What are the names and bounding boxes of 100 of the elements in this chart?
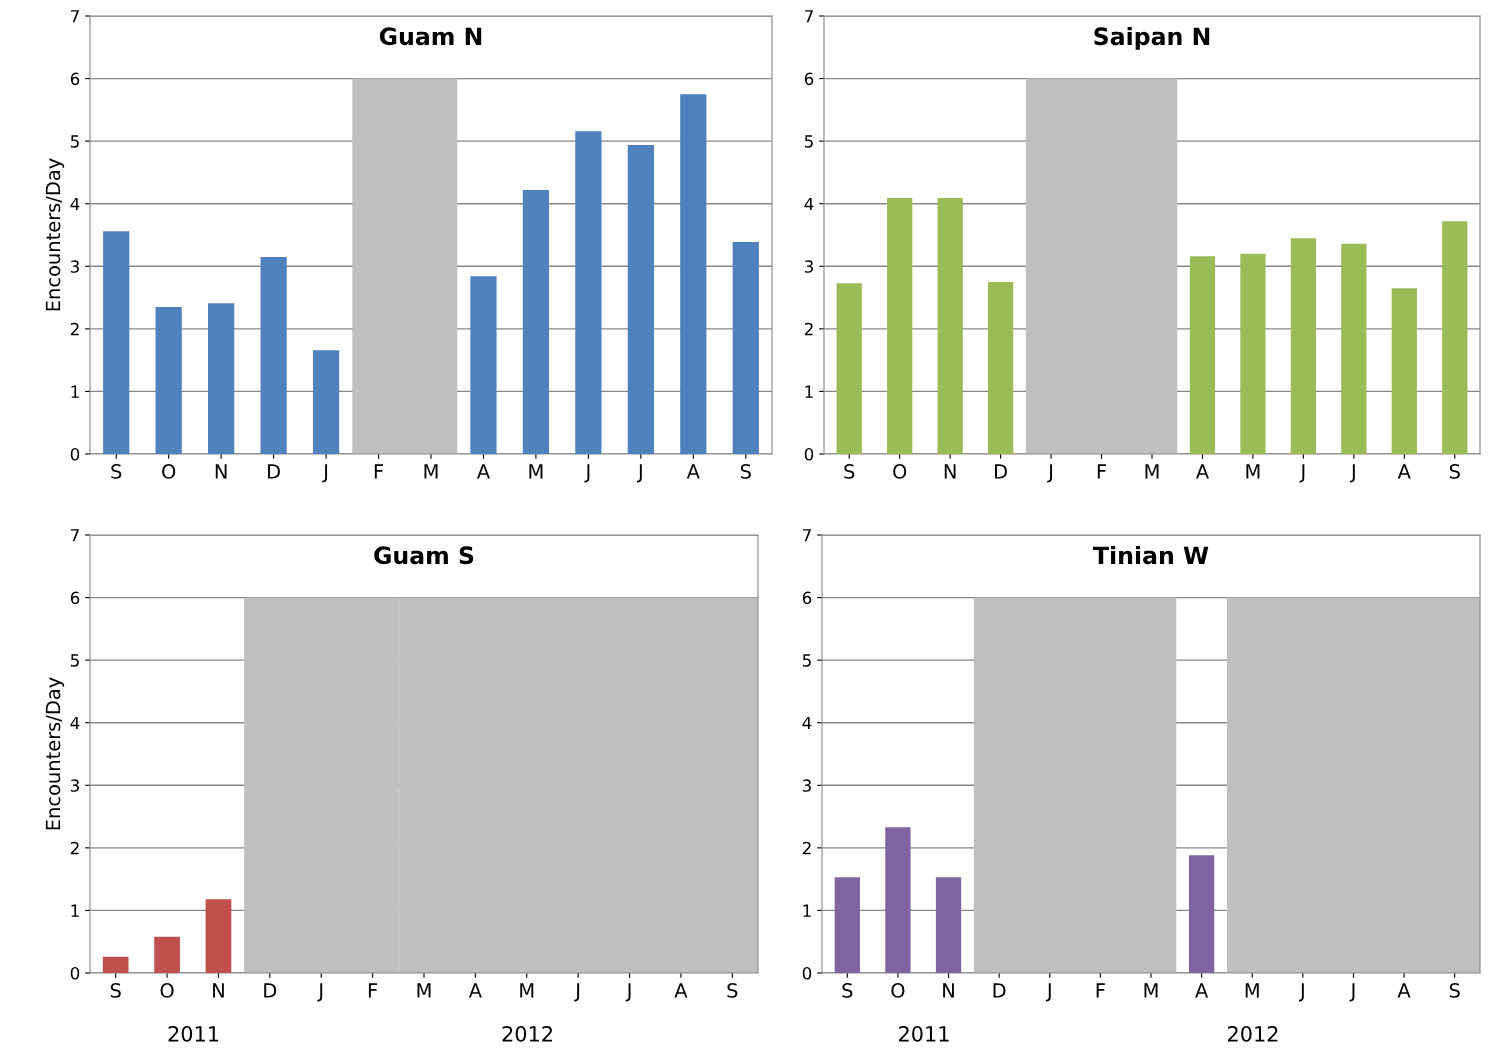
bar (988, 281, 1014, 454)
x-tick-label: J (1349, 464, 1355, 483)
bar (102, 956, 129, 973)
x-tick-label: D (268, 464, 280, 479)
bar (522, 189, 550, 454)
x-tick-label: F (1097, 464, 1106, 479)
x-tick-label: J (1047, 464, 1053, 483)
y-tick-label: 5 (70, 135, 79, 148)
bar (155, 306, 182, 454)
bar (1188, 855, 1215, 973)
bar (885, 827, 911, 973)
x-tick-label: S (844, 464, 855, 479)
bar (1290, 238, 1316, 454)
x-tick-label: M (424, 464, 438, 479)
y-tick-label: 6 (804, 72, 814, 86)
chart-title: Tinian W (1093, 545, 1209, 565)
y-tick-label: 0 (70, 966, 80, 980)
x-tick-label: A (1397, 983, 1411, 998)
x-tick-label: M (1245, 983, 1259, 998)
text: 2012 (502, 1025, 552, 1042)
bar (1391, 288, 1417, 454)
bar (836, 283, 862, 454)
bar (680, 94, 707, 454)
y-tick-label: 5 (802, 654, 811, 667)
x-tick-label: D (995, 464, 1007, 479)
bar (1240, 253, 1266, 454)
y-tick-label: 1 (805, 385, 813, 398)
y-tick-label: 1 (71, 904, 79, 917)
text: 2011 (899, 1025, 949, 1042)
y-tick-label: 1 (803, 904, 811, 917)
bar (470, 276, 497, 454)
bar (260, 256, 287, 454)
y-tick-label: 6 (70, 72, 80, 86)
y-tick-label: 4 (802, 716, 812, 730)
bar (834, 877, 860, 973)
x-tick-label: J (1045, 983, 1051, 1002)
x-tick-label: M (520, 983, 534, 998)
bar (154, 936, 180, 973)
x-tick-label: O (893, 464, 907, 479)
x-tick-label: M (1246, 464, 1260, 479)
x-tick-label: J (317, 983, 323, 1002)
y-tick-label: 2 (802, 841, 811, 855)
x-tick-label: J (574, 983, 580, 1002)
chart-title: Guam S (374, 546, 474, 565)
x-tick-label: S (110, 983, 121, 998)
bar (732, 241, 759, 454)
x-tick-label: J (322, 464, 328, 483)
bar (575, 131, 602, 454)
x-tick-label: J (1299, 464, 1305, 483)
y-tick-label: 6 (70, 591, 80, 605)
y-tick-label: 2 (804, 322, 813, 336)
x-tick-label: A (1195, 464, 1209, 479)
bar (887, 198, 913, 454)
y-tick-label: 3 (70, 779, 79, 792)
bar (205, 899, 232, 973)
x-tick-label: A (476, 464, 490, 479)
y-tick-label: 4 (70, 716, 80, 730)
y-tick-label: 3 (70, 260, 79, 273)
x-tick-label: M (1145, 464, 1159, 479)
bar (103, 231, 130, 454)
y-tick-label: 0 (70, 447, 80, 461)
bar (208, 303, 235, 454)
x-tick-label: J (1298, 983, 1304, 1002)
x-tick-label: F (374, 464, 383, 479)
x-tick-label: N (944, 464, 956, 479)
x-tick-label: S (1449, 464, 1460, 479)
x-tick-label: S (1449, 983, 1460, 998)
y-tick-label: 3 (804, 260, 813, 273)
x-tick-label: J (1349, 983, 1355, 1002)
bar (935, 877, 962, 973)
text: 2011 (168, 1025, 219, 1042)
text: 2012 (1228, 1025, 1278, 1042)
y-tick-label: 4 (70, 197, 80, 211)
y-tick-label: 4 (804, 197, 814, 211)
x-tick-label: O (162, 464, 176, 479)
y-tick-label: 7 (71, 10, 79, 23)
x-tick-label: S (111, 464, 122, 479)
x-tick-label: A (686, 464, 700, 479)
x-tick-label: A (468, 983, 482, 998)
bar (1189, 256, 1216, 454)
bar (1442, 221, 1468, 454)
x-tick-label: A (674, 983, 688, 998)
y-tick-label: 2 (70, 841, 79, 855)
x-tick-label: F (368, 983, 378, 998)
chart-title: Saipan N (1094, 26, 1210, 50)
y-tick-label: 7 (803, 529, 811, 542)
y-tick-label: 5 (70, 654, 79, 667)
x-tick-label: N (213, 983, 224, 998)
y-axis-title: Encounters/Day (45, 158, 65, 311)
y-tick-label: 2 (70, 322, 79, 336)
bar (937, 198, 963, 454)
y-tick-label: 1 (71, 385, 79, 398)
x-tick-label: A (1397, 464, 1411, 479)
y-tick-label: 7 (71, 529, 79, 542)
x-tick-label: N (943, 983, 954, 998)
x-tick-label: S (727, 983, 738, 998)
x-tick-label: M (417, 983, 431, 998)
y-tick-label: 6 (802, 591, 812, 605)
bar (1341, 243, 1367, 454)
x-tick-label: F (1096, 983, 1105, 998)
